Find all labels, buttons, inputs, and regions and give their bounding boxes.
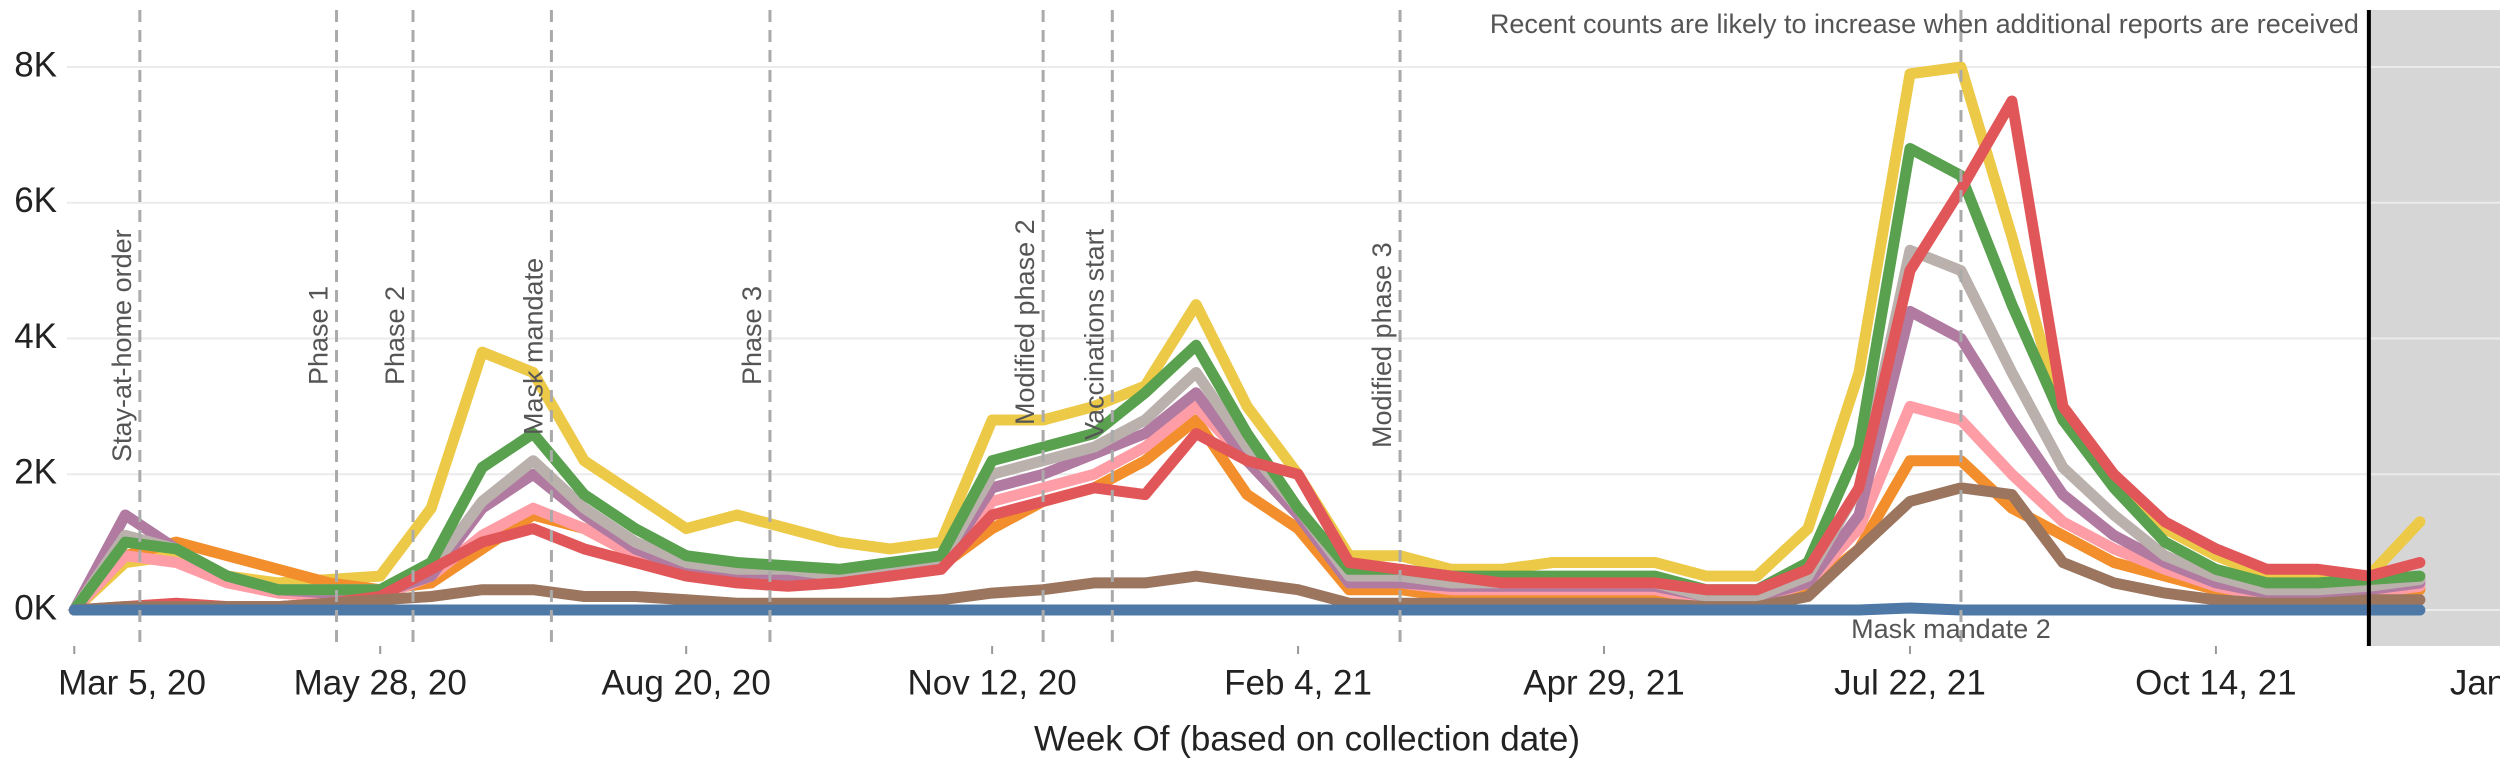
y-tick-label: 0K: [14, 588, 57, 627]
y-tick-label: 6K: [14, 181, 57, 220]
x-tick-label: Oct 14, 21: [2135, 663, 2296, 702]
series-line: [68, 95, 2426, 616]
series-line: [68, 61, 2426, 616]
event-label: Stay-at-home order: [107, 229, 137, 462]
event-label-group: Modified phase 3: [1367, 242, 1397, 448]
x-tick-label: Jan 6, 22: [2450, 663, 2500, 702]
series-line: [68, 244, 2426, 616]
x-tick-label: Jul 22, 21: [1834, 663, 1986, 702]
event-label-group: Mask mandate: [519, 258, 549, 435]
event-label-group: Vaccinations start: [1079, 228, 1109, 440]
x-tick-label: Apr 29, 21: [1523, 663, 1685, 702]
x-tick-label: Mar 5, 20: [58, 663, 206, 702]
event-label-group: Modified phase 2: [1010, 219, 1040, 425]
event-label: Mask mandate 2: [1851, 614, 2051, 644]
event-label: Modified phase 2: [1010, 219, 1040, 425]
event-label-group: Phase 3: [737, 286, 767, 385]
event-label: Mask mandate: [519, 258, 549, 435]
event-label: Modified phase 3: [1367, 242, 1397, 448]
y-tick-label: 4K: [14, 317, 57, 356]
x-tick-label: Aug 20, 20: [602, 663, 771, 702]
y-tick-label: 8K: [14, 45, 57, 84]
event-label: Phase 1: [304, 286, 334, 385]
event-label: Vaccinations start: [1079, 228, 1109, 440]
event-label-group: Stay-at-home order: [107, 229, 137, 462]
series-line: [68, 482, 2426, 616]
event-label: Phase 3: [737, 286, 767, 385]
event-label-group: Phase 2: [380, 286, 410, 385]
recent-note: Recent counts are likely to increase whe…: [1490, 9, 2359, 39]
series-line: [68, 143, 2426, 616]
x-tick-label: Feb 4, 21: [1224, 663, 1372, 702]
event-label-group: Phase 1: [304, 286, 334, 385]
series-line: [68, 602, 2426, 616]
x-tick-label: May 28, 20: [294, 663, 467, 702]
y-tick-label: 2K: [14, 453, 57, 492]
x-tick-label: Nov 12, 20: [907, 663, 1076, 702]
x-axis-title: Week Of (based on collection date): [1034, 719, 1580, 758]
event-label: Phase 2: [380, 286, 410, 385]
recent-region: [2368, 10, 2500, 646]
